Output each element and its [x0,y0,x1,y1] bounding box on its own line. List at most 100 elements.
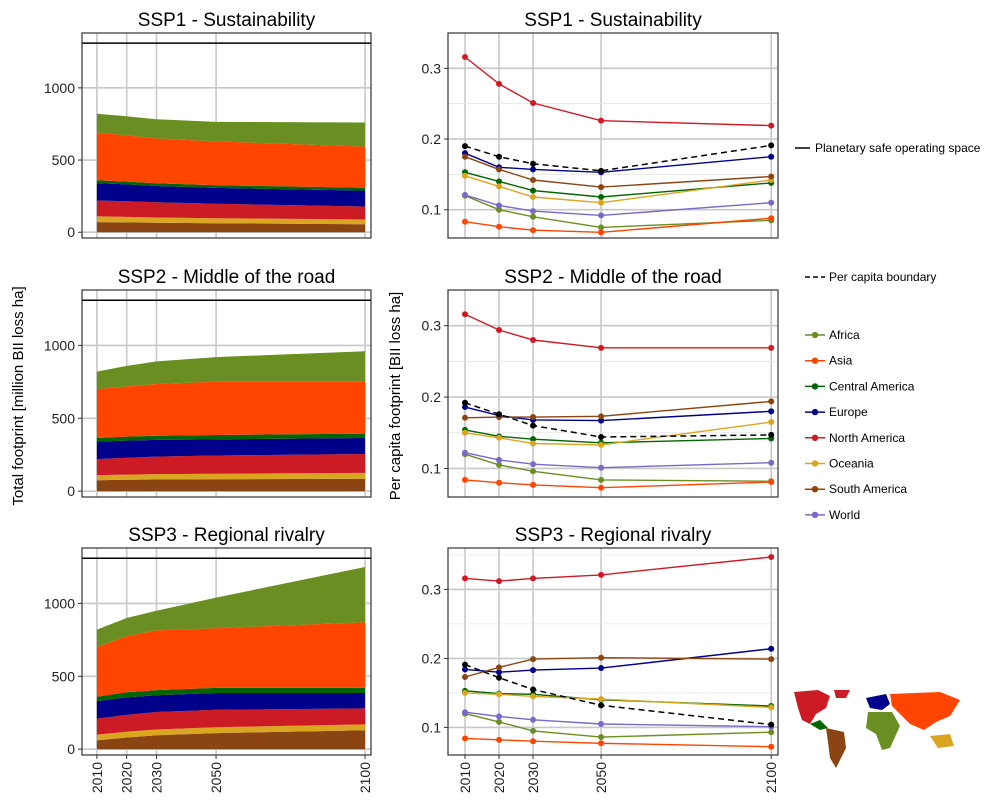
x-tick-label: 2050 [208,762,224,793]
point-africa [530,468,537,475]
point-asia [496,223,503,230]
x-tick-label: 2100 [763,762,779,793]
point-boundary [496,411,503,418]
panel-5: SSP3 - Regional rivalry 0 500 1000 2010 2020 2… [44,525,373,793]
area-south-america [96,730,366,750]
point-oceania [496,691,503,698]
x-tick-label: 2030 [148,762,164,793]
panel-border [447,289,779,498]
point-oceania [462,689,469,696]
y-tick-label: 0.3 [422,581,442,597]
point-oceania [768,419,775,426]
panel-title: SSP3 - Regional rivalry [128,525,325,546]
point-central-america [598,194,605,200]
point-europe [768,408,775,415]
panel-6: SSP3 - Regional rivalry 0.1 0.2 0.3 2010 2020… [422,525,780,793]
line-oceania [464,692,772,709]
legend-label: Africa [829,328,860,342]
y-tick-label: 0 [67,483,75,499]
point-asia [496,736,503,743]
point-asia [462,735,469,742]
point-world [598,720,605,727]
area-europe [96,438,366,460]
point-north-america [530,336,537,343]
panel-1: SSP1 - Sustainability 0 500 1000 [44,10,372,240]
area-north-america [96,454,366,476]
panel-title: SSP2 - Middle of the road [118,267,336,288]
x-tick-label: 2020 [119,762,135,793]
map-central-america [810,720,828,730]
point-south-america [768,398,775,405]
point-europe [530,166,537,173]
point-asia [462,476,469,483]
point-boundary [462,143,469,150]
line-europe [464,406,772,422]
legend-item-south-america: South America [805,482,907,496]
point-asia [462,218,469,225]
point-oceania [598,441,605,448]
legend-item-africa: Africa [805,328,860,342]
y-tick-label: 0.2 [422,650,442,666]
point-asia [530,738,537,745]
area-europe [96,693,366,719]
legend-swatch-point [811,357,819,364]
line-europe [464,152,772,174]
area-central-america [96,433,366,442]
area-central-america [96,180,366,191]
point-north-america [598,117,605,124]
point-africa [598,224,605,231]
y-tick-label: 500 [52,410,76,426]
y-tick-label: 1000 [44,337,75,353]
point-oceania [768,704,775,711]
point-south-america [530,414,537,421]
point-asia [768,479,775,486]
point-north-america [530,575,537,582]
line-north-america [464,56,772,127]
x-tick-label: 2050 [593,762,609,793]
point-world [598,212,605,219]
point-asia [598,740,605,747]
point-boundary [530,422,537,429]
point-north-america [768,122,775,129]
line-south-america [464,656,772,678]
map-greenland [834,690,850,698]
point-south-america [530,177,537,184]
legend-label: North America [829,431,905,445]
point-boundary [462,399,469,406]
area-africa [96,567,366,648]
point-world [768,199,775,206]
point-oceania [462,172,469,179]
y-tick-label: 0.2 [422,389,442,405]
area-south-america [96,478,366,492]
legend-label: South America [829,482,907,496]
area-africa [96,113,366,147]
point-boundary [530,160,537,167]
y-tick-label: 0.1 [422,202,442,218]
point-world [768,459,775,466]
map-north-america [794,690,830,724]
point-south-america [462,153,469,160]
point-africa [530,727,537,734]
point-world [496,202,503,209]
legend-label-boundary: Per capita boundary [829,270,936,284]
area-north-america [96,708,366,735]
area-oceania [96,472,366,481]
y-tick-label: 1000 [44,595,75,611]
map-europe [866,694,890,710]
point-south-america [496,166,503,173]
point-boundary [768,142,775,149]
area-oceania [96,724,366,741]
legend-label-planetary: Planetary safe operating space [815,141,981,155]
point-africa [496,718,503,725]
point-boundary [598,434,605,441]
point-south-america [768,656,775,663]
line-oceania [464,421,772,446]
point-europe [462,666,469,673]
legend-label: World [829,508,860,522]
legend-swatch-point [811,434,819,441]
panel-border [447,32,779,239]
y-tick-label: 500 [52,152,76,168]
line-central-america [464,429,772,444]
y-tick-label: 1000 [44,80,75,96]
